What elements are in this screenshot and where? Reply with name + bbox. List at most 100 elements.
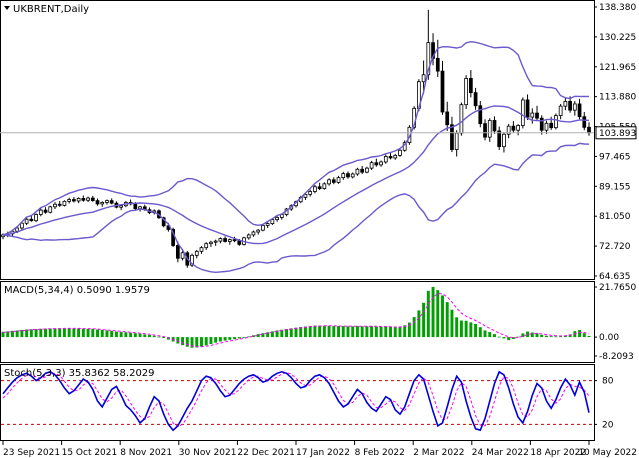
candle-body [322,183,327,189]
candle-body [261,225,265,231]
macd-bar [540,334,544,338]
candle-body [303,194,308,198]
candle [109,198,114,205]
candle-body [29,218,34,222]
candle [213,239,218,246]
macd-bar [280,329,284,338]
candle-body [86,197,90,201]
candle [487,118,492,142]
price-title: UKBRENT,Daily [13,4,89,15]
macd-bar [143,334,147,338]
macd-bar [185,337,189,347]
candle [199,246,204,254]
macd-tick-label: 21.7650 [599,283,636,293]
macd-bar [15,330,19,338]
candle [322,182,327,190]
macd-bar [105,330,109,338]
candle-body [43,209,48,213]
candle-body [218,238,223,242]
stoch-main-line [2,370,590,432]
candle [24,217,29,226]
candle [86,196,90,203]
candle [398,148,402,157]
candle-body [383,156,388,163]
candle [350,172,355,179]
macd-bar [119,332,123,338]
macd-bar [516,336,520,338]
bollinger-upper [2,40,590,236]
candle-body [20,222,24,229]
macd-bar [114,331,118,338]
candle-body [445,111,450,126]
macd-bar [58,328,62,338]
macd-bar [393,327,397,338]
candle [459,102,464,136]
candle [558,103,563,120]
macd-bar [218,337,222,342]
macd-bar [578,329,582,338]
candle [445,101,450,131]
candle [313,184,317,194]
candle [497,126,502,150]
candle [365,166,369,174]
candle-body [24,218,29,224]
date-tick-label: 8 Nov 2021 [120,448,172,458]
candle-body [67,199,72,202]
candle [440,60,445,115]
candle-body [109,200,114,204]
macd-bar [200,337,203,347]
candle [582,111,587,131]
candle [525,94,530,121]
stoch-axis: 80 20 [594,377,614,430]
macd-bar [327,325,331,338]
candle [227,238,232,245]
macd-bar [62,328,66,338]
candle-body [535,112,539,119]
candle-body [251,231,256,236]
candle-body [393,154,398,159]
macd-bar [521,333,525,338]
macd-bar [233,337,237,340]
candle-body [346,173,350,178]
macd-bar [67,328,71,338]
candle [62,200,67,207]
macd-signal-line [2,293,590,348]
candle-body [365,167,369,173]
candle [341,171,346,180]
candle-body [95,200,100,205]
candle [76,197,81,204]
candle-body [525,99,530,118]
collapse-triangle-icon[interactable] [4,6,10,10]
macd-bar [25,329,29,338]
macd-bar [502,337,506,339]
price-tick-label: 81.050 [599,212,631,222]
macd-bar [379,326,383,338]
macd-bar [341,326,345,338]
candle-body [502,133,506,148]
macd-bar [308,326,312,338]
candle-body [227,239,232,242]
date-tick-label: 23 Sep 2021 [3,448,60,458]
macd-bar [91,329,95,338]
macd-bar [133,333,137,338]
candle [360,165,365,174]
candle [346,171,350,179]
candle-body [450,124,454,150]
candle [43,207,48,214]
macd-bar [582,333,586,338]
macd-bar [403,325,407,338]
candle-body [563,101,568,107]
candle [520,97,525,129]
candle-body [204,243,209,249]
price-title-group: UKBRENT,Daily [4,4,89,15]
candle [204,242,209,250]
macd-bar [299,326,303,338]
candle-body [530,112,535,118]
candle-body [57,203,62,206]
price-axis: 138.380130.225121.965113.880105.55097.46… [594,3,636,282]
candle [270,218,275,226]
date-tick-label: 22 Dec 2021 [237,448,295,458]
macd-tick-label: 0.00 [599,333,619,343]
